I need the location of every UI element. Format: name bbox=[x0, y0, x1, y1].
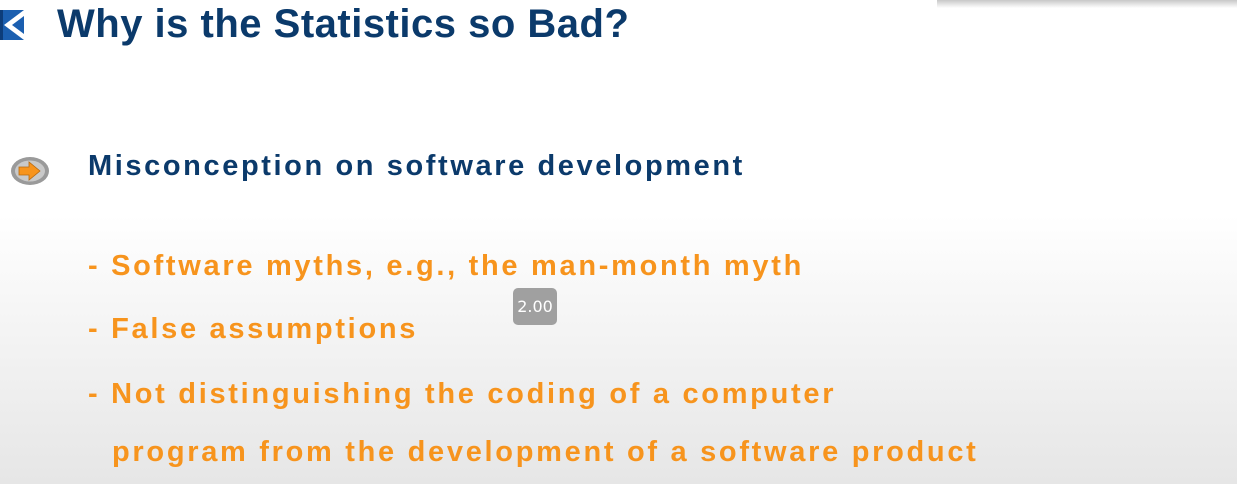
slide-title: Why is the Statistics so Bad? bbox=[57, 2, 630, 46]
blue-x-corner-icon bbox=[0, 10, 24, 40]
playback-speed-badge[interactable]: 2.00 bbox=[513, 288, 557, 325]
sub-point-false-assumptions: - False assumptions bbox=[88, 313, 419, 345]
main-bullet-point: Misconception on software development bbox=[88, 150, 745, 182]
sub-point-coding-line-1: - Not distinguishing the coding of a com… bbox=[88, 378, 837, 410]
orange-arrow-bullet-icon bbox=[11, 157, 49, 185]
sub-point-myths: - Software myths, e.g., the man-month my… bbox=[88, 250, 805, 282]
sub-point-coding-line-2: program from the development of a softwa… bbox=[112, 436, 979, 468]
top-edge-shadow bbox=[937, 0, 1237, 8]
